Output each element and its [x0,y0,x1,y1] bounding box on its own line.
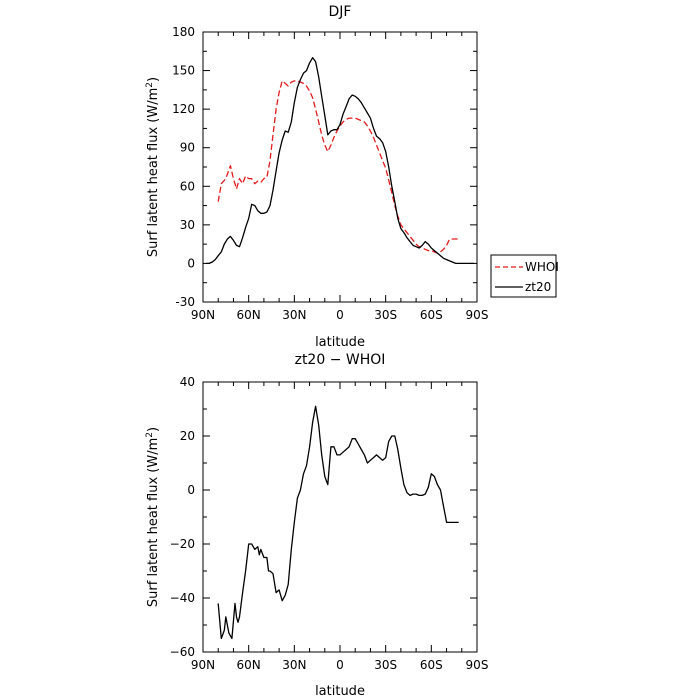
legend: WHOI zt20 [490,254,559,298]
x-axis-label: latitude [315,335,365,350]
x-tick-label: 60N [237,308,261,322]
x-tick-label: 90S [466,658,489,672]
x-tick-label: 60N [237,658,261,672]
y-tick-label: 90 [180,141,195,155]
y-tick-label: 60 [180,179,195,193]
x-tick-label: 0 [336,658,344,672]
y-tick-label: 40 [180,375,195,389]
y-tick-label: −40 [170,591,195,605]
x-tick-label: 90N [191,658,215,672]
x-tick-label: 0 [336,308,344,322]
series-line-whoi [217,80,459,254]
y-tick-label: 0 [187,483,195,497]
x-tick-label: 30N [282,658,306,672]
series-line-difference [217,405,459,640]
y-tick-label: -30 [175,295,195,309]
chart-title: DJF [329,4,352,20]
y-axis-label: Surf latent heat flux (W/m2) [145,427,161,607]
x-tick-label: 60S [420,308,443,322]
x-axis-label: latitude [315,684,365,699]
x-tick-label: 90N [191,308,215,322]
y-tick-label: 150 [172,64,195,78]
y-tick-label: 120 [172,102,195,116]
legend-label-whoi: WHOI [525,260,559,274]
y-tick-label: 180 [172,25,195,39]
y-tick-label: −20 [170,537,195,551]
chart-panel-djf: DJF 90N 60N 30N 0 30S 60S 90S -30 0 30 60 90 120 150 1… [145,4,559,350]
x-tick-label: 90S [466,308,489,322]
series-line-zt20 [206,57,474,265]
x-tick-label: 30S [374,308,397,322]
y-tick-label: 30 [180,218,195,232]
chart-panel-difference: zt20 − WHOI 90N 60N 30N 0 30S 60S 90S −60 −40 −20… [145,352,488,699]
x-tick-label: 30N [282,308,306,322]
chart-title: zt20 − WHOI [295,352,386,368]
legend-box [490,254,557,298]
x-tick-label: 60S [420,658,443,672]
y-tick-label: 0 [187,256,195,270]
y-axis-label: Surf latent heat flux (W/m2) [145,77,161,257]
y-tick-label: 20 [180,429,195,443]
y-tick-label: −60 [170,645,195,659]
legend-label-zt20: zt20 [525,280,551,294]
x-tick-label: 30S [374,658,397,672]
